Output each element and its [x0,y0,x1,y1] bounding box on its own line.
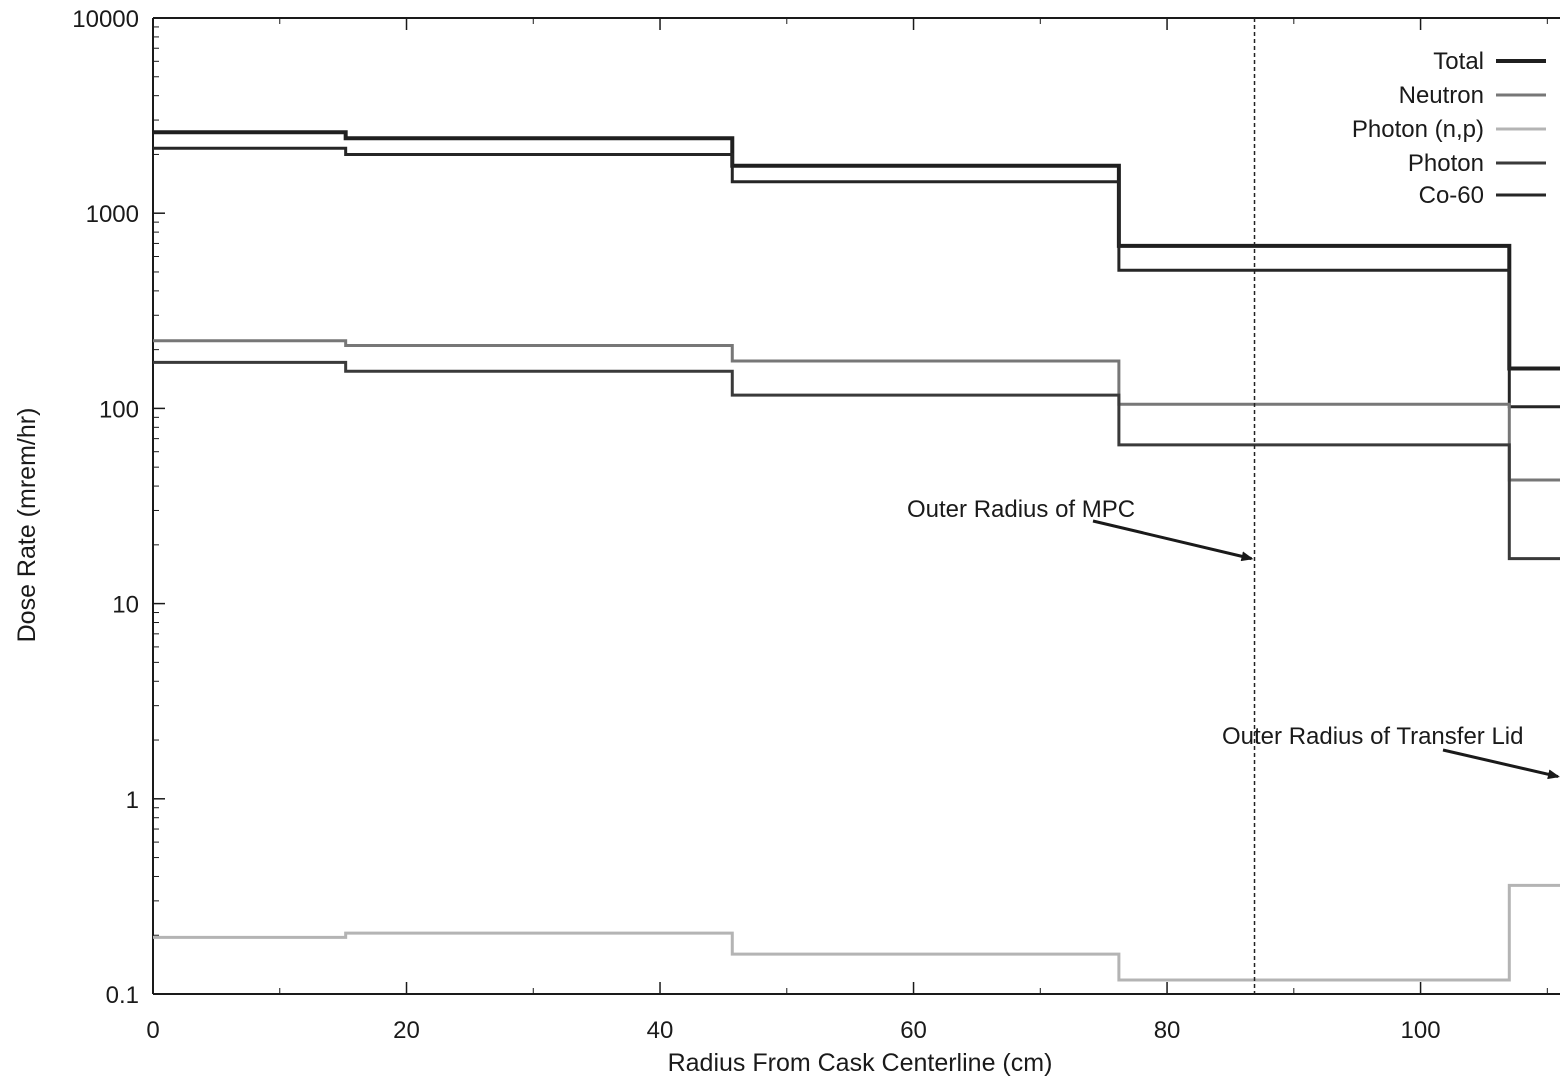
annotation-arrow-mpc [1092,519,1254,562]
legend-label: Total [1433,48,1484,75]
series-line-total [153,130,1560,371]
x-tick-label: 60 [900,1017,927,1044]
x-axis-title: Radius From Cask Centerline (cm) [668,1049,1053,1077]
series-line-neutron [153,339,1560,482]
legend-label: Photon [1408,150,1484,177]
annotation-outer-radius-transfer-lid: Outer Radius of Transfer Lid [1222,723,1523,750]
x-tick-label: 100 [1401,1017,1441,1044]
x-tick-label: 0 [146,1017,159,1044]
series-line-co-60 [153,146,1560,409]
annotation-arrow-transfer-lid [1442,748,1560,780]
y-tick-label: 1000 [86,201,139,228]
x-tick-label: 20 [393,1017,420,1044]
x-tick-label: 80 [1154,1017,1181,1044]
legend: Total Neutron Photon (n,p) Photon Co-60 [1352,48,1546,209]
series-line-photon [153,360,1560,561]
y-tick-label: 100 [99,396,139,423]
y-tick-label: 1 [126,787,139,814]
annotation-outer-radius-mpc: Outer Radius of MPC [907,496,1135,523]
y-tick-label: 10 [112,592,139,619]
series-line-photon-n-p- [153,883,1560,982]
axes: 0 20 40 60 80 100 0.1 1 10 100 1000 10000 [72,6,1560,1044]
y-axis-title: Dose Rate (mrem/hr) [13,408,41,643]
legend-label: Photon (n,p) [1352,116,1484,143]
annotations: Outer Radius of MPC Outer Radius of Trans… [907,18,1560,994]
y-tick-label: 0.1 [106,982,139,1009]
x-tick-label: 40 [647,1017,674,1044]
legend-label: Co-60 [1419,182,1484,209]
legend-label: Neutron [1399,82,1484,109]
y-tick-label: 10000 [72,6,139,33]
series-layer [153,130,1560,982]
